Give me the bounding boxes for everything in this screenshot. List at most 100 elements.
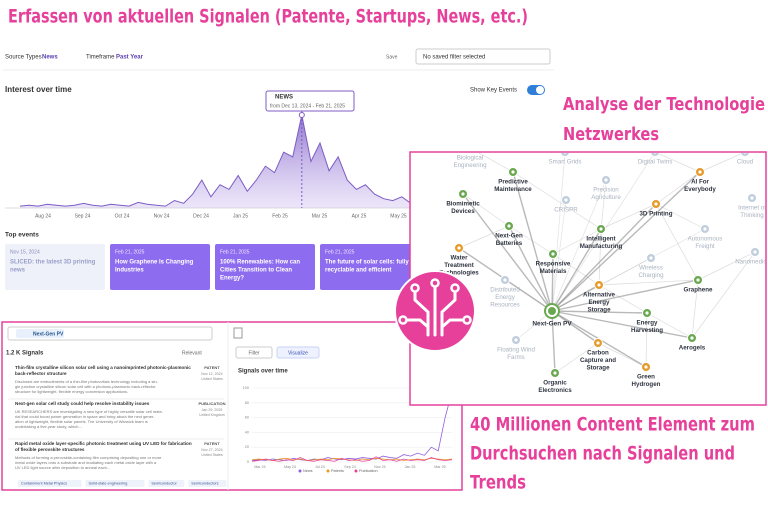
y-tick-label: 40 [245,430,249,434]
edge [697,251,756,281]
node-label: Devices [451,208,475,215]
saved-filter-text: No saved filter selected [423,55,485,61]
tag[interactable] [188,480,227,487]
node[interactable] [560,148,570,157]
y-tick-label: 20 [245,445,249,449]
tag-label: Solid-state engineering [89,482,128,486]
tag[interactable] [18,480,82,487]
center-node-core [548,307,556,315]
item-title: Rapid metal oxide layer-specific photoni… [15,441,192,446]
node-icon [596,341,600,345]
edge [551,203,657,312]
event-date: Nov 15, 2024 [10,249,40,255]
node-label: Cloud [737,159,754,166]
event-card[interactable] [110,244,210,290]
node-label: Organic [543,380,567,387]
edge [691,251,756,339]
search-chip[interactable] [16,329,64,338]
node-label: Responsive [536,261,571,268]
node-label: Biomimetic [446,201,480,208]
footer-line: Trends [470,472,526,494]
node-icon [553,371,557,375]
event-card[interactable] [215,244,315,290]
node-label: Precision [593,187,619,194]
node-label: Electronics [538,387,572,394]
edge [655,203,699,281]
tag[interactable] [85,480,145,487]
y-tick-label: 0 [247,460,249,464]
filter-value[interactable]: News [42,55,58,61]
node-label: Alternative [583,292,616,299]
filter-value[interactable]: Past Year [116,55,144,61]
saved-filter-dropdown[interactable] [415,48,551,65]
node-label: Carbon [587,350,609,357]
edge [598,228,602,286]
node-icon [551,252,555,256]
edge [458,225,510,249]
chart-title: Interest over time [5,85,72,94]
x-tick-label: Sep 24 [344,465,355,469]
tag[interactable] [148,480,185,487]
node-icon [604,178,608,182]
event-title: recyclable and efficient [325,268,391,274]
node-icon [645,311,649,315]
node-icon [461,192,465,196]
node-label: Nanomedicine [735,259,768,266]
search-term: Next-Gen PV [33,331,64,337]
tag-label: Semiconductors [191,482,218,486]
legend-label: Patents [331,469,344,473]
edge [656,153,701,173]
event-date: Feb 21, 2025 [115,249,145,255]
save-button[interactable]: Save [386,54,398,60]
edge [508,225,553,312]
edge [478,153,514,173]
event-title: SLICED: the latest 3D printing [10,260,96,266]
item-badge: PUBLICATION [198,401,225,406]
visualize-button[interactable] [276,346,320,359]
x-tick-label: Nov 24 [374,465,385,469]
y-tick-label: 100 [243,386,249,390]
edge [551,310,556,374]
node-label: Storage [587,307,611,314]
edge [655,203,706,230]
network-frame [409,151,767,406]
edge [551,199,567,312]
edge [554,342,599,374]
item-description: ation of lightweight, flexible solar pan… [15,419,148,424]
node-label: Energy [637,320,659,327]
node-icon [649,256,653,260]
bookmark-icon[interactable] [233,327,243,339]
node-icon [507,224,511,228]
event-card[interactable] [320,244,420,290]
x-tick-label: Dec 24 [193,213,209,219]
signals-panel: Next-Gen PV 1.2 K Signals Relevant Filte… [1,321,463,491]
filter-button[interactable] [235,346,273,359]
event-title: How Graphene Is Changing [115,260,194,266]
node-icon [564,198,568,202]
node-icon [511,170,515,174]
item-title: Thin-film crystalline silicon solar cell… [15,365,191,370]
edge [552,253,600,286]
node-icon [514,338,518,342]
node-label: Autonomous [688,236,723,243]
event-date: Feb 21, 2025 [325,249,355,255]
node-label: Floating Wind [497,347,535,354]
edge [600,203,657,230]
edge [597,342,647,368]
edge [600,179,607,230]
node[interactable] [650,148,660,157]
edge [551,310,693,339]
edge [462,193,510,227]
item-title: of flexible perovskite structures [15,447,85,452]
event-card[interactable] [5,244,105,290]
edge [645,312,648,368]
node-label: AI For [691,179,709,186]
node[interactable] [740,148,750,157]
node-label: Aerogels [679,345,706,352]
edge [551,179,607,312]
item-title: Next-gen solar cell study could help res… [15,401,150,406]
node-icon [653,153,657,154]
item-description: UK RESEARCHERS are investigating a new t… [15,409,164,414]
sort-select[interactable]: Relevant [182,350,202,356]
headline: Erfassen von aktuellen Signalen (Patente… [8,6,528,28]
